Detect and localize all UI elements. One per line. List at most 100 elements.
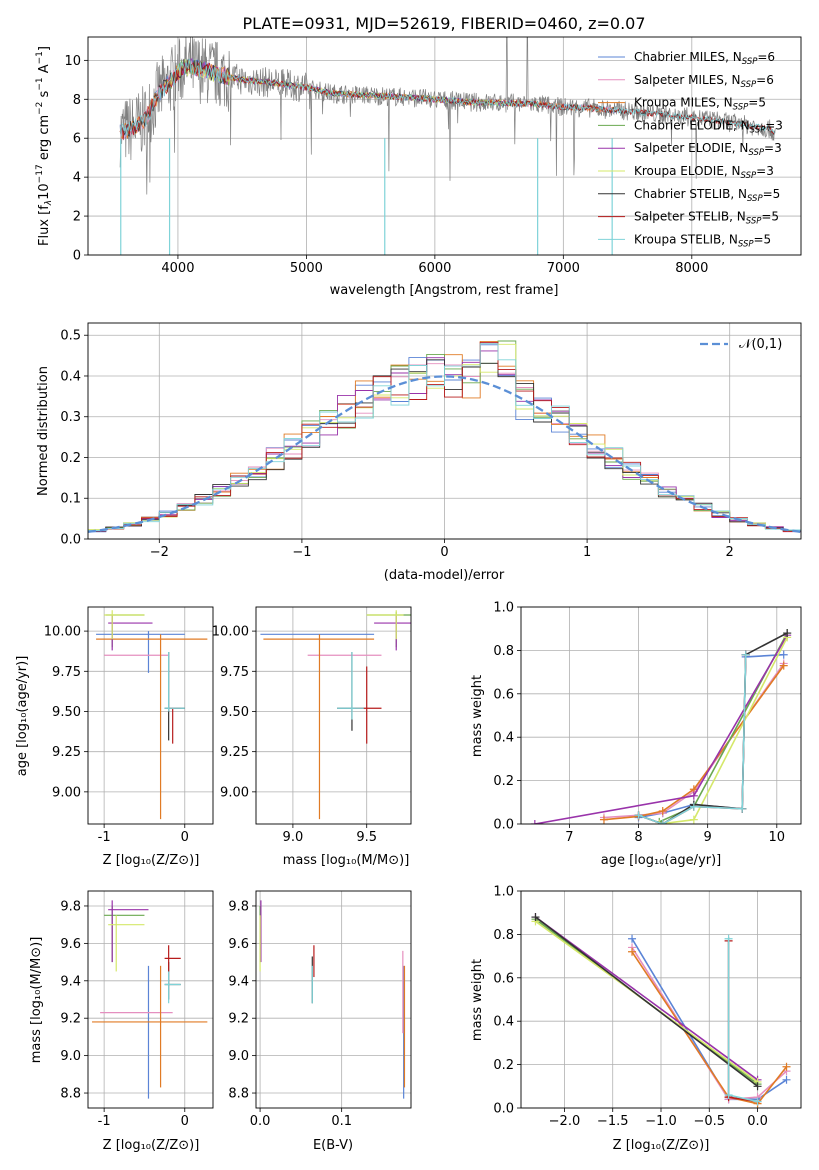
age_mass-frame — [255, 606, 412, 825]
spectrum-y-label-part: Flux [f — [37, 205, 52, 246]
legend-label-kroupa_elodie: Kroupa ELODIE, NSSP=3 — [634, 164, 774, 181]
hist-y-tick-label: 0.0 — [60, 533, 81, 548]
weight_age-frame — [520, 606, 802, 825]
weight_Z-plot-area — [531, 913, 791, 1108]
spectrum-y-label-part: erg cm — [37, 115, 52, 164]
spectrum-y-label-part: s — [37, 90, 52, 101]
weight_age-marker-kroupa_stelib — [689, 802, 698, 811]
spectrum-y-label-part: ] — [37, 46, 52, 51]
mass_Z-x-tick-label: 0 — [181, 1114, 189, 1129]
age_Z-axes: -1 0 9.00 9.25 9.50 9.75 10.00 — [44, 606, 214, 845]
hist-y-tick-label: 0.3 — [60, 410, 81, 425]
weight_age-marker-chabrier_stelib — [783, 629, 792, 638]
hist-normal-curve — [88, 375, 801, 534]
weight_Z-marker-chabrier_stelib — [531, 913, 540, 922]
age_mass-y-tick-label: 9.25 — [220, 745, 249, 760]
spectrum-model-salpeter_stelib — [119, 62, 775, 140]
hist-legend-label: 𝒩(0,1) — [739, 337, 782, 352]
legend-end: =6 — [757, 50, 775, 64]
legend-end: =5 — [763, 187, 781, 201]
age_mass-x-tick-label: 9.5 — [356, 830, 377, 845]
spectrum-y-label-part: −17 — [35, 164, 45, 183]
age_Z-y-tick-label: 9.75 — [52, 665, 81, 680]
weight_age-marker-kroupa_elodie — [689, 815, 698, 824]
weight_Z-marker-chabrier_miles — [782, 1075, 791, 1084]
spectrum-y-tick-label: 8 — [73, 93, 81, 108]
spectrum-y-label-part: −1 — [35, 77, 45, 90]
hist-y-tick-label: 0.2 — [60, 451, 81, 466]
hist-frame — [87, 322, 802, 540]
legend-text: Salpeter ELODIE, N — [634, 141, 748, 155]
mass_ebv-y-tick-label: 9.4 — [228, 974, 249, 989]
age_Z-y-tick-label: 9.00 — [52, 785, 81, 800]
mass_ebv-y-tick-label: 9.8 — [228, 899, 249, 914]
legend-text: Salpeter MILES, N — [634, 73, 741, 87]
hist-x-tick-label: 0 — [440, 545, 448, 560]
age_mass-y-tick-label: 9.00 — [220, 785, 249, 800]
legend-text: Chabrier MILES, N — [634, 50, 742, 64]
age_Z-plot-area — [96, 610, 208, 820]
age_mass-axes: 9.0 9.5 9.00 9.25 9.50 9.75 10.00 — [212, 606, 412, 845]
weight_age-marker-kroupa_stelib — [741, 650, 750, 659]
spectrum-y-label-part: −2 — [35, 102, 45, 115]
legend-end: =6 — [756, 73, 774, 87]
legend-label-salpeter_miles: Salpeter MILES, NSSP=6 — [634, 73, 774, 90]
mass_ebv-plot-area — [259, 900, 406, 1099]
weight_Z-marker-kroupa_miles — [628, 947, 637, 956]
mass_ebv-y-tick-label: 9.6 — [228, 937, 249, 952]
legend-sub: SSP — [742, 57, 758, 67]
legend-end: =3 — [764, 141, 782, 155]
hist-plot-area — [88, 340, 801, 534]
spectrum-y-label: Flux [fλ10−17 erg cm−2 s−1 A−1] — [35, 46, 54, 246]
mass_ebv-x-tick-label: 0.1 — [331, 1114, 352, 1129]
weight_Z-x-label: Z [log₁₀(Z/Z⊙)] — [613, 1138, 710, 1153]
weight_Z-marker-kroupa_stelib — [724, 934, 733, 943]
weight_Z-y-tick-label: 0.8 — [493, 928, 514, 943]
legend-label-chabrier_stelib: Chabrier STELIB, NSSP=5 — [634, 187, 780, 204]
mass_Z-y-tick-label: 9.6 — [60, 937, 81, 952]
hist-axes: −2 −1 0 1 2 0.0 0.1 0.2 0.3 0.4 0.5 — [60, 322, 802, 560]
mass_Z-frame — [87, 890, 214, 1109]
spectrum-frame — [87, 36, 802, 256]
mass_ebv-y-tick-label: 8.8 — [228, 1087, 249, 1102]
weight_age-x-tick-label: 10 — [769, 830, 786, 845]
legend-end: =5 — [754, 232, 772, 246]
weight_Z-y-tick-label: 0.4 — [493, 1015, 514, 1030]
spectrum-y-label-part: 10 — [37, 183, 52, 200]
spectrum-y-tick-label: 10 — [64, 54, 81, 69]
legend-text: Kroupa ELODIE, N — [634, 164, 741, 178]
mass_Z-plot-area — [92, 900, 208, 1099]
legend-text: Chabrier STELIB, N — [634, 187, 747, 201]
hist-x-tick-label: −1 — [292, 545, 311, 560]
spectrum-model-chabrier_stelib — [119, 58, 776, 137]
weight_Z-y-label: mass weight — [470, 959, 485, 1041]
spectrum-x-tick-label: 5000 — [290, 261, 323, 276]
weight_Z-y-tick-label: 0.0 — [493, 1102, 514, 1117]
mass_ebv-y-tick-label: 9.0 — [228, 1049, 249, 1064]
weight_age-y-tick-label: 0.6 — [493, 687, 514, 702]
legend-text: Kroupa STELIB, N — [634, 232, 738, 246]
weight_Z-x-tick-label: −1.5 — [597, 1114, 629, 1129]
weight_age-marker-kroupa_miles — [658, 806, 667, 815]
spectrum-y-tick-label: 2 — [73, 210, 81, 225]
weight_age-y-tick-label: 1.0 — [493, 601, 514, 616]
legend-end: =3 — [765, 118, 783, 132]
weight_Z-x-tick-label: −0.5 — [693, 1114, 725, 1129]
spectrum-y-tick-label: 4 — [73, 171, 81, 186]
mass_Z-y-label: mass [log₁₀(M/M⊙)] — [29, 937, 44, 1064]
weight_Z-marker-kroupa_miles — [782, 1062, 791, 1071]
spectrum-x-tick-label: 4000 — [161, 261, 194, 276]
weight_age-marker-kroupa_miles — [779, 661, 788, 670]
weight_age-marker-kroupa_elodie — [655, 820, 664, 824]
weight_Z-axes: −2.0 −1.5 −1.0 −0.5 0.0 0.0 0.2 0.4 0.6 0.8 1.0 — [493, 885, 802, 1129]
weight_age-y-tick-label: 0.4 — [493, 731, 514, 746]
weight_Z-line-chabrier_stelib — [535, 916, 759, 1087]
hist-step-kroupa_stelib — [88, 343, 801, 531]
age_Z-y-tick-label: 9.50 — [52, 705, 81, 720]
legend-sub: SSP — [750, 125, 766, 135]
legend-end: =3 — [756, 164, 774, 178]
hist-x-tick-label: 1 — [583, 545, 591, 560]
age_mass-x-tick-label: 9.0 — [283, 830, 304, 845]
weight_age-y-label: mass weight — [470, 675, 485, 757]
